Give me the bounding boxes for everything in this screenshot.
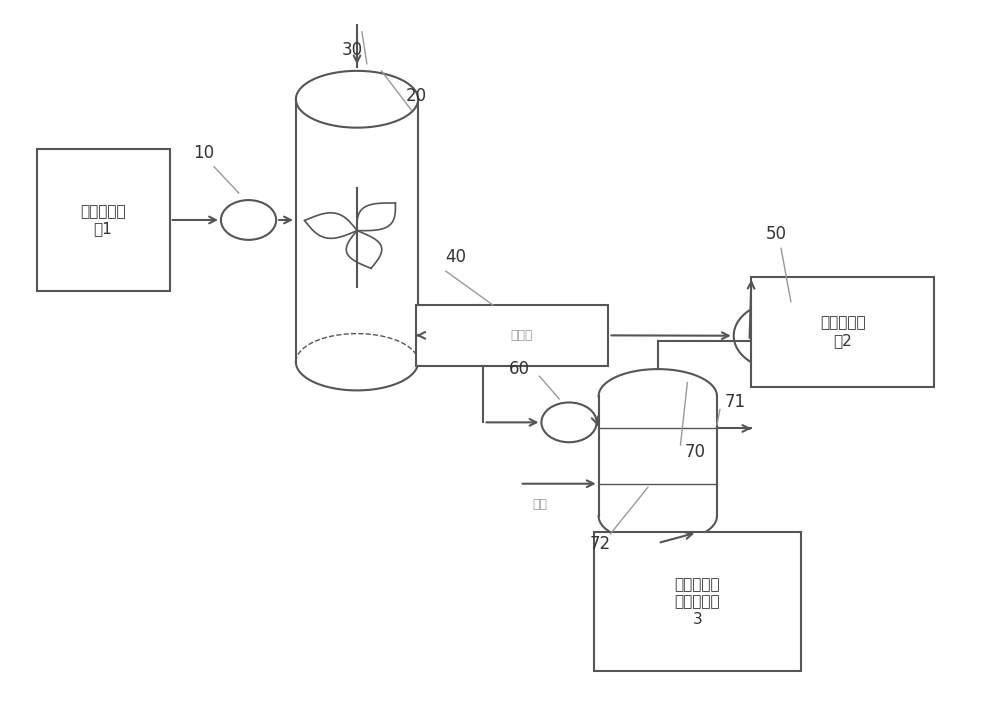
Text: 50: 50 xyxy=(766,225,787,243)
Text: 海绵铜: 海绵铜 xyxy=(511,329,533,342)
Text: 71: 71 xyxy=(724,393,745,411)
Circle shape xyxy=(734,302,828,370)
Text: 20: 20 xyxy=(406,87,427,105)
Text: 70: 70 xyxy=(685,443,706,461)
FancyBboxPatch shape xyxy=(37,149,170,291)
Text: 40: 40 xyxy=(445,248,466,266)
Circle shape xyxy=(221,200,276,240)
FancyBboxPatch shape xyxy=(751,277,934,387)
Text: 72: 72 xyxy=(590,536,611,554)
Text: 10: 10 xyxy=(194,143,215,161)
FancyBboxPatch shape xyxy=(594,532,801,671)
FancyBboxPatch shape xyxy=(416,306,608,366)
Text: 60: 60 xyxy=(509,360,530,378)
Text: 30: 30 xyxy=(342,41,363,59)
Text: 尾气处理系
统2: 尾气处理系 统2 xyxy=(820,316,865,348)
Text: 氢气: 氢气 xyxy=(532,497,547,510)
Circle shape xyxy=(541,403,597,442)
Text: 废液储存装
置1: 废液储存装 置1 xyxy=(80,203,126,236)
Text: 三氯化铁溶
液储存装置
3: 三氯化铁溶 液储存装置 3 xyxy=(674,577,720,626)
